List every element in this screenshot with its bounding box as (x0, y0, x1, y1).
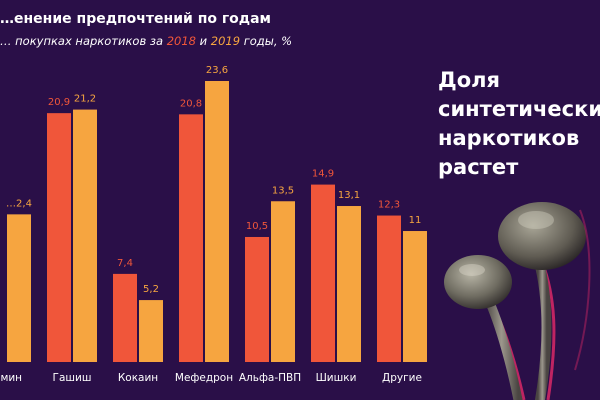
value-label-2018-5: 14,9 (312, 169, 334, 180)
subtitle-prefix: … покупках наркотиков за (0, 34, 164, 48)
bar-2019-0 (7, 214, 31, 362)
value-label-2019-6: 11 (409, 215, 422, 226)
value-label-2018-2: 7,4 (117, 258, 133, 269)
value-label-2019-3: 23,6 (206, 65, 228, 76)
subtitle-year-2018: 2018 (166, 34, 196, 48)
headline-line-1: Доля (438, 68, 500, 92)
value-label-2018-3: 20,8 (180, 98, 202, 109)
bar-2018-2 (113, 273, 137, 362)
category-label-6: Другие (382, 372, 422, 384)
category-label-4: Альфа-ПВП (239, 372, 301, 384)
headline-line-3: наркотиков (438, 126, 580, 150)
category-label-0: …мин (0, 372, 22, 384)
category-label-2: Кокаин (118, 372, 158, 384)
subtitle-year-2019: 2019 (210, 34, 241, 48)
bar-2019-2 (139, 300, 163, 362)
chart-subtitle: … покупках наркотиков за 2018 и 2019 год… (0, 34, 330, 48)
headline: Доля синтетически… наркотиков растет (438, 66, 600, 182)
value-label-2018-4: 10,5 (246, 221, 268, 232)
bar-2019-5 (337, 206, 361, 362)
category-label-5: Шишки (316, 372, 357, 384)
value-label-2019-2: 5,2 (143, 284, 159, 295)
category-label-1: Гашиш (53, 372, 92, 384)
bar-2018-6 (377, 215, 401, 362)
value-label-2019-5: 13,1 (338, 190, 360, 201)
subtitle-suffix: годы, % (243, 34, 293, 48)
headline-line-4: растет (438, 155, 519, 179)
category-label-3: Мефедрон (175, 372, 233, 384)
bar-2018-4 (245, 236, 269, 362)
subtitle-mid: и (199, 34, 208, 48)
bar-2018-1 (47, 113, 71, 362)
mushroom-illustration (444, 202, 591, 400)
bar-2018-3 (179, 114, 203, 362)
value-label-2019-4: 13,5 (272, 185, 294, 196)
bar-2019-6 (403, 231, 427, 362)
bar-2019-4 (271, 201, 295, 362)
bar-2019-3 (205, 81, 229, 362)
bar-2019-1 (73, 109, 97, 363)
bar-chart: …2,4 …мин 20,9 21,2 Гашиш 7,4 5,2 Кокаин 20,8 23,… (0, 65, 427, 384)
chart-title: …енение предпочтений по годам (0, 11, 271, 27)
value-label-2019-0: …2,4 (6, 198, 32, 209)
headline-line-2: синтетически… (438, 97, 600, 121)
value-label-2019-1: 21,2 (74, 94, 96, 105)
value-label-2018-1: 20,9 (48, 97, 70, 108)
bar-2018-5 (311, 184, 335, 362)
value-label-2018-6: 12,3 (378, 200, 400, 211)
